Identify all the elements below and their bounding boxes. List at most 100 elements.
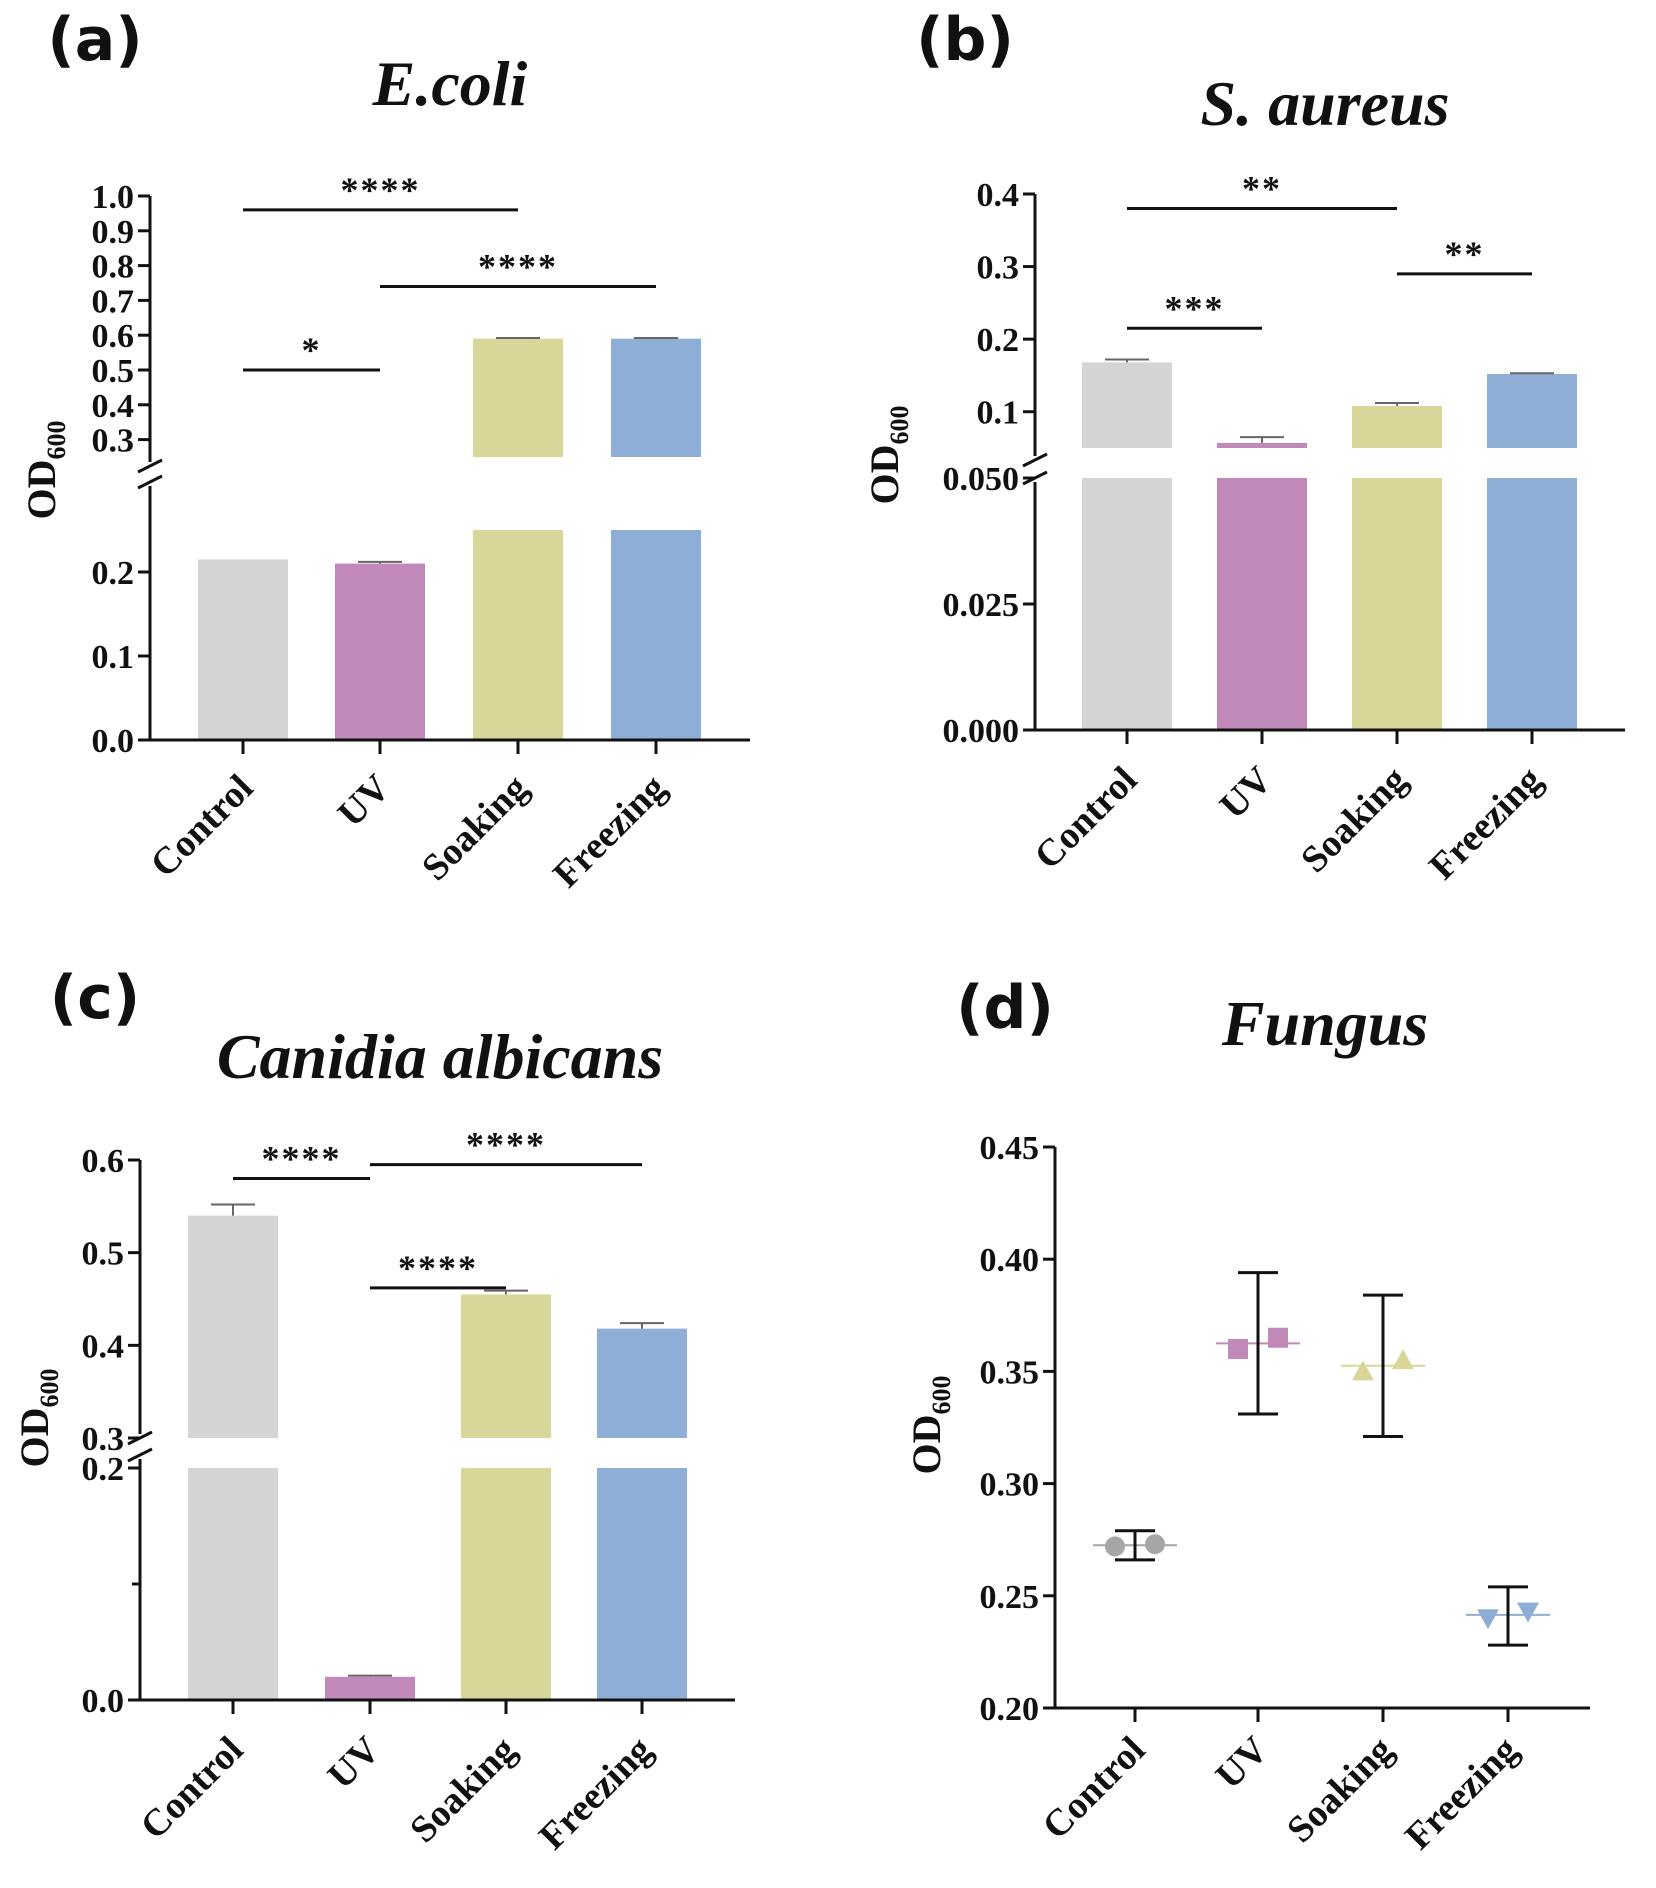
bar-soaking-lower <box>473 530 563 740</box>
y-tick-label: 0.4 <box>82 1328 125 1365</box>
y-tick-label: 0.7 <box>92 283 135 320</box>
y-tick-label: 0.4 <box>977 177 1020 214</box>
y-tick-label: 0.0 <box>92 723 135 760</box>
data-point-soaking <box>1352 1360 1374 1381</box>
bar-control-upper <box>188 1215 278 1438</box>
y-tick-label: 0.3 <box>92 423 135 460</box>
bar-uv-lower <box>1217 478 1307 730</box>
y-tick-label: 0.1 <box>977 395 1020 432</box>
y-tick-label: 0.2 <box>92 555 135 592</box>
bar-uv <box>335 563 425 740</box>
data-point-freezing <box>1517 1602 1539 1623</box>
bar-freezing-lower <box>611 530 701 740</box>
x-tick-label-freezing: Freezing <box>1397 1729 1526 1858</box>
y-tick-label: 0.6 <box>82 1143 125 1180</box>
x-tick-label-control: Control <box>143 767 262 886</box>
y-tick-label: 0.20 <box>980 1691 1040 1728</box>
y-axis-label: OD600 <box>862 406 914 505</box>
y-tick-label: 0.3 <box>977 250 1020 287</box>
x-tick-label-uv: UV <box>1212 758 1281 827</box>
bar-uv-upper <box>1217 442 1307 448</box>
x-tick-label-control: Control <box>133 1729 252 1848</box>
significance-label: **** <box>466 1125 546 1165</box>
y-tick-label: 0.35 <box>980 1354 1040 1391</box>
significance-label: ** <box>1242 169 1282 209</box>
bar-freezing-upper <box>597 1328 687 1438</box>
bar-control-upper <box>1082 362 1172 448</box>
chart-panel-3: (c) Canidia albicans OD600 Control UV Soaking… <box>12 963 735 1858</box>
bar-control-lower <box>1082 478 1172 730</box>
chart-title: Canidia albicans <box>217 1021 663 1092</box>
significance-label: * <box>302 330 322 370</box>
y-axis-label-main: OD <box>19 460 64 520</box>
y-axis-label-main: OD <box>862 445 907 505</box>
y-tick-label: 0.8 <box>92 249 135 286</box>
x-tick-label-soaking: Soaking <box>1279 1729 1401 1851</box>
y-tick-label: 0.3 <box>82 1421 125 1458</box>
y-tick-label: 0.6 <box>92 318 135 355</box>
data-point-control <box>1105 1536 1125 1557</box>
y-axis-label-main: OD <box>904 1415 949 1475</box>
bar-soaking-upper <box>461 1294 551 1438</box>
y-axis-label: OD600 <box>19 421 71 520</box>
data-point-soaking <box>1392 1349 1414 1370</box>
y-axis-label: OD600 <box>904 1376 956 1475</box>
bar-uv <box>325 1676 415 1700</box>
y-axis-label-sub: 600 <box>885 406 914 445</box>
y-tick-label: 0.40 <box>980 1242 1040 1279</box>
bar-soaking-lower <box>1352 478 1442 730</box>
x-tick-label-freezing: Freezing <box>1421 759 1550 888</box>
significance-label: **** <box>262 1139 342 1179</box>
bar-soaking-lower <box>461 1468 551 1700</box>
y-tick-label: 0.1 <box>92 639 135 676</box>
y-tick-label: 0.30 <box>980 1467 1040 1504</box>
y-tick-label: 0.5 <box>82 1236 125 1273</box>
chart-panel-2: (b) S. aureus OD600 Control UV Soaking Freezin… <box>862 5 1625 888</box>
y-tick-label: 0.4 <box>92 388 135 425</box>
bar-freezing-lower <box>597 1468 687 1700</box>
y-tick-label: 1.0 <box>92 179 135 216</box>
panel-letter: (a) <box>47 5 142 75</box>
data-point-control <box>1145 1534 1165 1555</box>
y-tick-label: 0.2 <box>82 1451 125 1488</box>
y-tick-label: 0.2 <box>977 322 1020 359</box>
x-tick-label-freezing: Freezing <box>545 767 674 896</box>
chart-title: S. aureus <box>1201 68 1450 139</box>
y-axis-label: OD600 <box>12 1369 64 1468</box>
axis-break-mark <box>137 458 163 474</box>
y-axis-label-main: OD <box>12 1408 57 1468</box>
y-tick-label: 0.050 <box>943 461 1020 498</box>
bar-freezing-upper <box>611 338 701 457</box>
panel-letter: (d) <box>956 973 1054 1043</box>
panel-letter: (c) <box>50 963 140 1033</box>
significance-label: ** <box>1445 234 1485 274</box>
chart-panel-1: (a) E.coli OD600 Control UV Soaking Freezing 0.… <box>19 5 750 896</box>
x-tick-label-freezing: Freezing <box>531 1729 660 1858</box>
x-tick-label-soaking: Soaking <box>414 767 536 889</box>
x-tick-label-control: Control <box>1035 1729 1154 1848</box>
bar-control-lower <box>188 1468 278 1700</box>
y-axis-label-sub: 600 <box>42 421 71 460</box>
significance-label: *** <box>1165 288 1225 328</box>
significance-label: **** <box>341 170 421 210</box>
y-tick-label: 0.5 <box>92 353 135 390</box>
bar-soaking-upper <box>473 338 563 457</box>
x-tick-label-uv: UV <box>330 766 399 835</box>
x-tick-label-soaking: Soaking <box>1293 759 1415 881</box>
x-tick-label-control: Control <box>1027 759 1146 878</box>
significance-label: **** <box>398 1248 478 1288</box>
axis-break-mark <box>137 474 163 490</box>
significance-label: **** <box>478 246 558 286</box>
data-point-uv <box>1268 1327 1288 1348</box>
axis-break-mark <box>127 1447 153 1463</box>
y-tick-label: 0.25 <box>980 1579 1040 1616</box>
data-point-freezing <box>1477 1609 1499 1630</box>
y-tick-label: 0.000 <box>943 713 1020 750</box>
y-axis-label-sub: 600 <box>927 1376 956 1415</box>
x-tick-label-uv: UV <box>1208 1728 1277 1797</box>
bar-control <box>198 559 288 740</box>
axis-break-mark <box>1022 452 1048 468</box>
y-tick-label: 0.0 <box>82 1683 125 1720</box>
